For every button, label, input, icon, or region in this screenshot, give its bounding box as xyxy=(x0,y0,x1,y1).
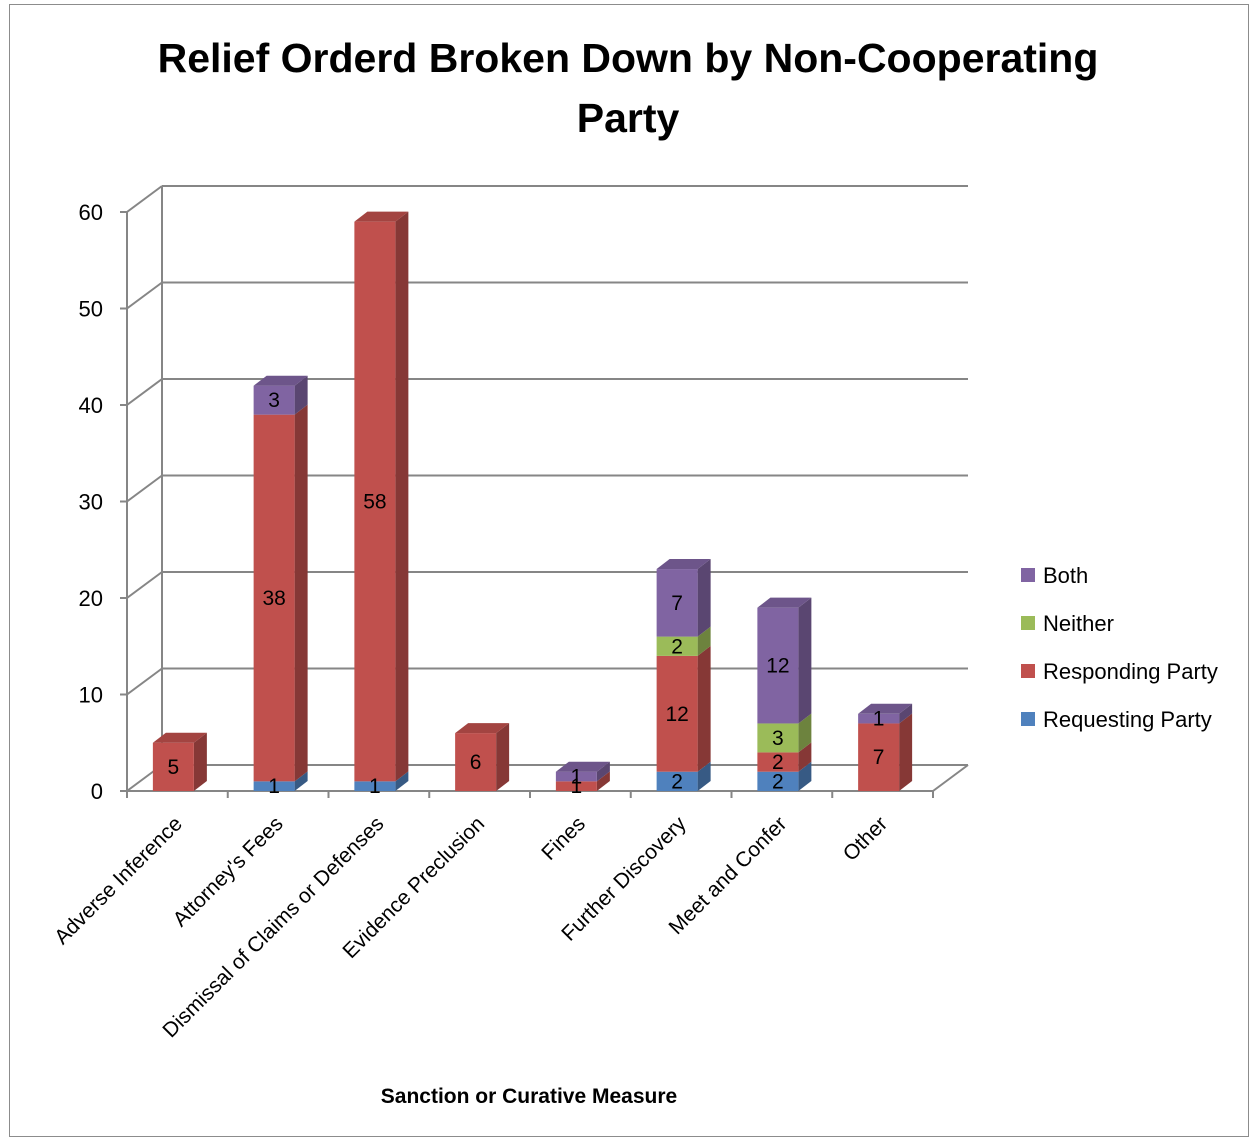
bar-side-5-1 xyxy=(697,645,711,772)
data-label-6-2: 3 xyxy=(772,727,784,750)
bar-top-0-1 xyxy=(152,732,207,743)
bar-1-3 xyxy=(253,385,295,415)
data-label-5-2: 2 xyxy=(671,635,683,658)
bar-side-6-2 xyxy=(798,713,812,753)
data-label-1-0: 1 xyxy=(268,775,280,798)
bar-side-5-0 xyxy=(697,761,711,791)
data-label-4-3: 1 xyxy=(571,766,583,789)
bar-side-0-1 xyxy=(193,732,207,791)
data-label-2-0: 1 xyxy=(369,775,381,798)
data-label-0-1: 5 xyxy=(168,756,180,779)
bar-5-3 xyxy=(656,569,698,637)
bar-side-6-3 xyxy=(798,597,812,724)
gridline-diagonal-5 xyxy=(126,281,163,310)
y-tick-label-6: 60 xyxy=(79,200,103,225)
y-tick-label-1: 10 xyxy=(79,683,103,708)
bar-2-0 xyxy=(354,781,396,791)
bar-top-7-3 xyxy=(858,703,913,714)
bar-top-3-1 xyxy=(455,723,510,734)
bar-2-1 xyxy=(354,221,396,782)
bar-top-4-3 xyxy=(555,761,610,772)
bar-top-5-3 xyxy=(656,559,711,570)
x-axis-title: Sanction or Curative Measure xyxy=(381,1085,677,1108)
chart-frame xyxy=(9,4,1249,1137)
data-label-7-3: 1 xyxy=(873,708,885,731)
gridline-diagonal-3 xyxy=(126,474,163,503)
bar-side-1-1 xyxy=(294,404,308,782)
bar-side-2-0 xyxy=(395,771,409,791)
gridline-diagonal-2 xyxy=(126,571,163,599)
bar-side-7-1 xyxy=(899,713,913,791)
data-label-2-1: 58 xyxy=(363,491,386,514)
legend-swatch-3 xyxy=(1021,712,1035,726)
bar-4-3 xyxy=(555,771,597,782)
bar-7-3 xyxy=(858,713,900,724)
gridline-diagonal-6 xyxy=(126,185,163,213)
bar-3-1 xyxy=(455,733,497,791)
bar-side-2-1 xyxy=(395,211,409,782)
bar-6-1 xyxy=(757,752,799,772)
chart-title-line-2: Party xyxy=(576,95,680,141)
bar-6-0 xyxy=(757,771,799,791)
data-label-5-3: 7 xyxy=(671,592,683,615)
bar-1-1 xyxy=(253,414,295,782)
bar-side-4-3 xyxy=(596,761,610,782)
bar-side-5-3 xyxy=(697,559,711,637)
data-label-1-1: 38 xyxy=(262,587,285,610)
data-label-6-1: 2 xyxy=(772,751,784,774)
bar-side-6-0 xyxy=(798,761,812,791)
x-tick-label-4: Fines xyxy=(537,812,590,865)
data-label-1-3: 3 xyxy=(268,389,280,412)
bar-side-3-1 xyxy=(496,723,510,791)
bar-side-1-3 xyxy=(294,375,308,415)
bar-4-1 xyxy=(555,781,597,791)
bar-7-1 xyxy=(858,723,900,791)
gridline-diagonal-4 xyxy=(126,378,163,406)
x-tick-label-7: Other xyxy=(839,812,892,865)
legend-label-2: Responding Party xyxy=(1043,659,1218,684)
bar-side-1-0 xyxy=(294,771,308,791)
bar-side-4-1 xyxy=(596,771,610,791)
bar-top-2-1 xyxy=(354,211,409,222)
legend-label-1: Neither xyxy=(1043,611,1114,636)
chart-title: Relief Orderd Broken Down by Non-Coopera… xyxy=(0,28,1256,148)
legend-label-0: Both xyxy=(1043,563,1088,588)
data-label-3-1: 6 xyxy=(470,751,482,774)
legend-swatch-2 xyxy=(1021,664,1035,678)
data-label-5-1: 12 xyxy=(665,703,688,726)
bar-6-2 xyxy=(757,723,799,753)
data-label-4-1: 1 xyxy=(571,775,583,798)
legend-label-3: Requesting Party xyxy=(1043,707,1212,732)
data-label-6-3: 12 xyxy=(766,655,789,678)
floor-right-edge xyxy=(932,764,969,792)
legend-swatch-1 xyxy=(1021,616,1035,630)
bar-side-5-2 xyxy=(697,626,711,656)
bar-5-2 xyxy=(656,636,698,656)
y-tick-label-4: 40 xyxy=(79,393,103,418)
bar-5-0 xyxy=(656,771,698,791)
y-tick-label-5: 50 xyxy=(79,297,103,322)
y-tick-label-2: 20 xyxy=(79,586,103,611)
bar-top-1-3 xyxy=(253,375,308,386)
legend-swatch-0 xyxy=(1021,568,1035,582)
bar-side-6-1 xyxy=(798,742,812,772)
data-label-6-0: 2 xyxy=(772,770,784,793)
x-tick-label-2: Dismissal of Claims or Defenses xyxy=(158,812,388,1042)
x-tick-label-0: Adverse Inference xyxy=(50,812,187,949)
bar-0-1 xyxy=(152,742,194,791)
data-label-5-0: 2 xyxy=(671,770,683,793)
bar-top-6-3 xyxy=(757,597,812,608)
bar-5-1 xyxy=(656,655,698,772)
y-tick-label-0: 0 xyxy=(91,779,103,804)
bar-side-7-3 xyxy=(899,703,913,724)
bar-6-3 xyxy=(757,607,799,724)
gridline-diagonal-1 xyxy=(126,667,163,696)
y-tick-label-3: 30 xyxy=(79,490,103,515)
bar-1-0 xyxy=(253,781,295,791)
data-label-7-1: 7 xyxy=(873,746,885,769)
chart-title-line-1: Relief Orderd Broken Down by Non-Coopera… xyxy=(157,35,1099,81)
